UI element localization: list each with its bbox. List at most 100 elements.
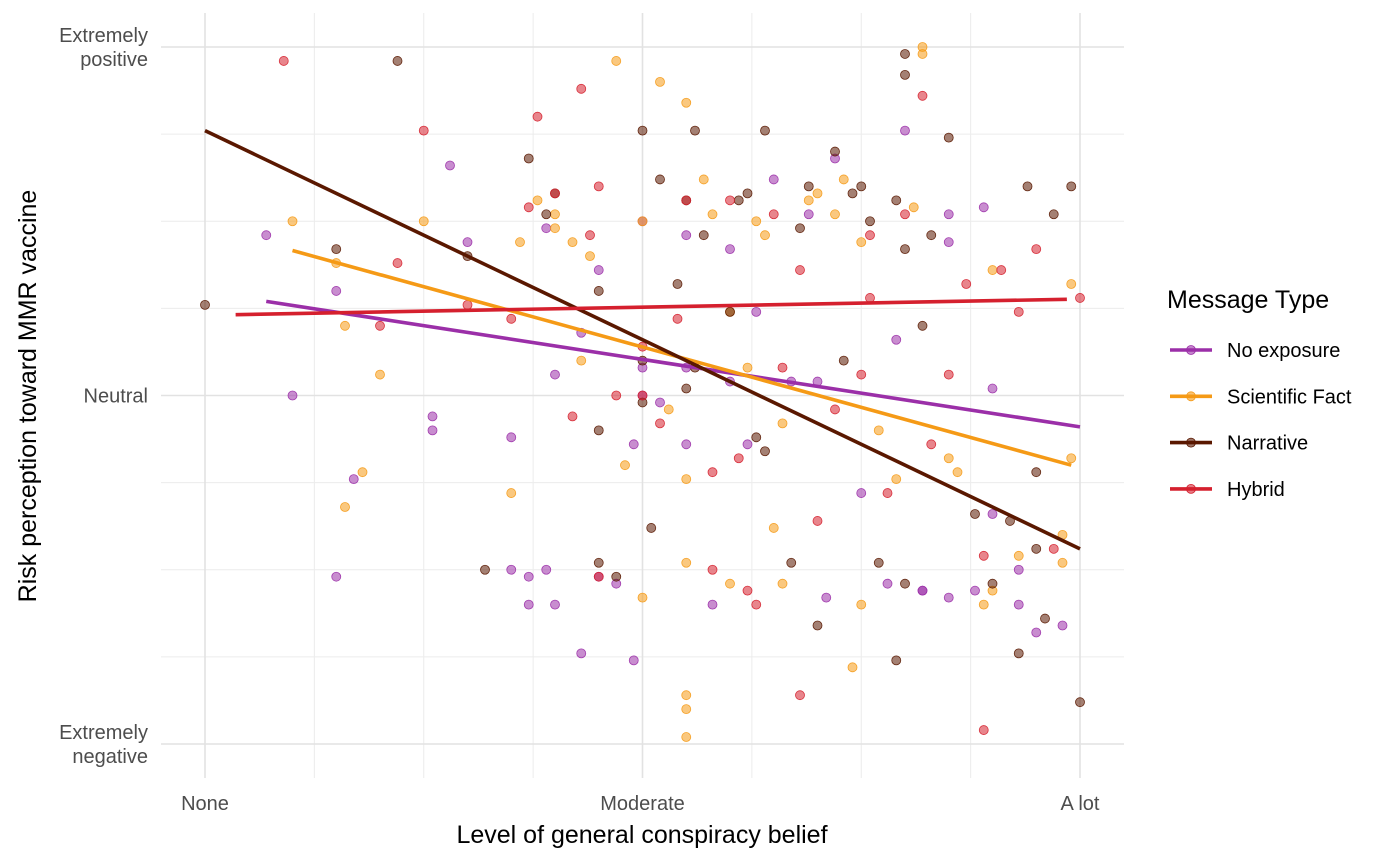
no-exposure-point: [742, 439, 753, 450]
scientific-fact-point: [698, 174, 709, 185]
no-exposure-point: [550, 369, 560, 380]
scientific-fact-point: [550, 223, 560, 234]
hybrid-point: [882, 488, 893, 498]
no-exposure-point: [506, 432, 517, 443]
hybrid-point: [672, 313, 683, 324]
scientific-fact-point: [803, 195, 814, 206]
narrative-point: [593, 425, 604, 436]
no-exposure-point: [882, 578, 893, 589]
hybrid-point: [795, 690, 805, 701]
hybrid-point: [978, 550, 989, 561]
hybrid-point: [593, 571, 604, 582]
no-exposure-point: [1013, 599, 1024, 610]
narrative-point: [987, 578, 998, 589]
narrative-point: [830, 146, 840, 157]
scientific-fact-point: [777, 418, 788, 429]
scientific-fact-point: [768, 523, 779, 533]
scientific-fact-point: [917, 49, 928, 59]
hybrid-point: [681, 195, 692, 206]
legend-item-no-exposure: No exposure: [1170, 340, 1340, 362]
narrative-point: [200, 299, 210, 310]
hybrid-point: [611, 390, 622, 401]
no-exposure-point: [970, 585, 980, 596]
scientific-fact-point: [567, 237, 578, 248]
narrative-point: [480, 564, 490, 575]
scientific-fact-point: [681, 690, 692, 701]
narrative-point: [917, 320, 928, 331]
no-exposure-point: [261, 230, 272, 241]
trend-lines: [204, 129, 1081, 551]
hybrid-point: [865, 293, 875, 303]
no-exposure-point: [681, 230, 692, 241]
data-points: [200, 42, 1085, 742]
hybrid-point: [1031, 244, 1042, 255]
scientific-fact-point: [777, 578, 788, 589]
narrative-point: [838, 355, 849, 366]
y-tick-label: Extremely positive: [59, 25, 148, 71]
y-tick-label: Neutral: [84, 386, 148, 408]
no-exposure-point: [1031, 627, 1042, 638]
scientific-fact-point: [375, 369, 385, 380]
scientific-fact-point: [725, 578, 735, 589]
hybrid-point: [795, 265, 805, 275]
scientific-fact-point: [655, 76, 665, 87]
no-exposure-point: [427, 411, 438, 422]
hybrid-point: [742, 585, 753, 596]
narrative-point: [1013, 648, 1024, 659]
narrative-point: [523, 153, 534, 164]
no-exposure-point: [943, 592, 954, 603]
narrative-point: [725, 306, 735, 317]
legend-label: No exposure: [1227, 340, 1340, 362]
scientific-fact-point: [357, 467, 368, 478]
hybrid-point: [733, 453, 744, 464]
hybrid-point: [392, 258, 403, 268]
hybrid-point: [576, 83, 587, 94]
scientific-fact-point: [681, 97, 692, 108]
scientific-fact-point: [576, 355, 587, 366]
scientific-fact-point: [637, 216, 648, 227]
scientific-fact-point: [838, 174, 849, 185]
hybrid-point: [375, 320, 385, 331]
scientific-fact-point: [830, 209, 840, 220]
scientific-fact-point: [340, 320, 350, 331]
scientific-fact-point: [585, 251, 595, 262]
narrative-point: [760, 125, 770, 136]
narrative-point: [637, 125, 648, 136]
legend-item-narrative: Narrative: [1170, 433, 1308, 455]
hybrid-point: [707, 467, 718, 478]
narrative-point: [733, 195, 744, 206]
no-exposure-point: [550, 599, 560, 610]
hybrid-point: [978, 725, 989, 735]
hybrid-point: [655, 418, 665, 429]
scientific-fact-point: [856, 599, 867, 610]
narrative-trend-line: [204, 129, 1081, 551]
hybrid-point: [707, 564, 718, 575]
narrative-point: [900, 578, 910, 589]
no-exposure-point: [707, 599, 718, 610]
scientific-fact-point: [856, 237, 867, 248]
narrative-point: [891, 655, 902, 666]
legend-label: Scientific Fact: [1227, 386, 1352, 408]
x-tick-label: Moderate: [600, 793, 685, 815]
narrative-point: [1022, 181, 1033, 192]
no-exposure-point: [725, 244, 735, 255]
no-exposure-point: [987, 509, 998, 519]
no-exposure-point: [628, 655, 639, 666]
narrative-point: [873, 557, 884, 568]
scientific-fact-point: [515, 237, 525, 248]
no-exposure-point: [348, 474, 359, 485]
scientific-fact-point: [987, 265, 998, 275]
hybrid-point: [1048, 543, 1059, 554]
scientific-fact-point: [891, 474, 902, 485]
no-exposure-point: [681, 439, 692, 450]
hybrid-point: [1075, 293, 1085, 303]
narrative-point: [1048, 209, 1059, 220]
scientific-fact-point: [952, 467, 963, 478]
hybrid-point: [856, 369, 867, 380]
narrative-point: [331, 244, 342, 255]
hybrid-trend-line: [235, 297, 1067, 317]
hybrid-point: [900, 209, 910, 220]
hybrid-point: [768, 209, 779, 220]
hybrid-point: [830, 404, 840, 415]
scientific-fact-point: [847, 662, 858, 673]
